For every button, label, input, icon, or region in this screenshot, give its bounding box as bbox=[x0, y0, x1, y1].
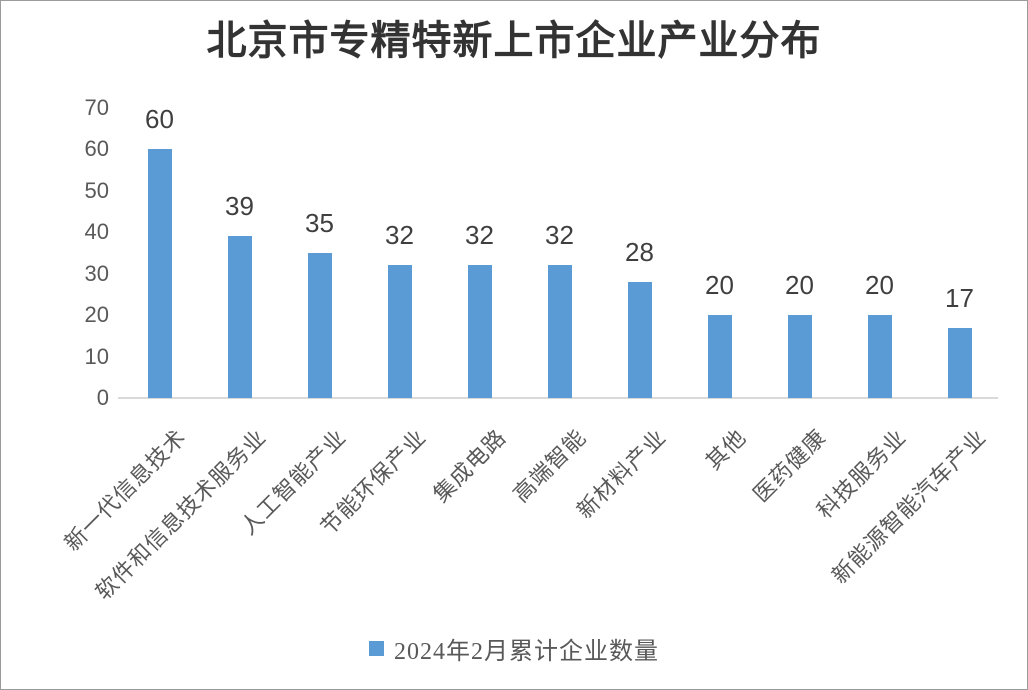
bar-value-label: 39 bbox=[225, 191, 254, 222]
legend-color-swatch-icon bbox=[369, 641, 384, 656]
bar-value-label: 32 bbox=[385, 220, 414, 251]
bar bbox=[387, 265, 412, 398]
bar-value-label: 28 bbox=[625, 237, 654, 267]
bar-value-label: 20 bbox=[865, 270, 894, 301]
y-tick-label: 40 bbox=[84, 219, 109, 245]
bar bbox=[787, 315, 812, 398]
x-category-label: 新能源智能汽车产业 bbox=[827, 424, 992, 589]
x-category-label: 高端智能 bbox=[508, 424, 592, 508]
legend-label: 2024年2月累计企业数量 bbox=[394, 639, 659, 665]
bar bbox=[147, 149, 172, 398]
bar bbox=[467, 265, 492, 398]
chart-title: 北京市专精特新上市企业产业分布 bbox=[206, 18, 822, 63]
bar bbox=[707, 315, 732, 398]
bar bbox=[547, 265, 572, 398]
y-tick-label: 50 bbox=[84, 177, 109, 203]
bar-value-label: 35 bbox=[305, 208, 334, 238]
x-category-label: 其他 bbox=[701, 424, 752, 475]
y-tick-label: 60 bbox=[84, 136, 109, 162]
bar bbox=[867, 315, 892, 398]
bar bbox=[627, 282, 652, 398]
y-tick-label: 20 bbox=[84, 302, 109, 328]
bar-value-label: 17 bbox=[945, 282, 974, 313]
bar-value-label: 32 bbox=[545, 220, 574, 251]
y-tick-label: 0 bbox=[96, 385, 109, 410]
bar-value-label: 32 bbox=[465, 220, 494, 251]
bar bbox=[227, 236, 252, 398]
y-tick-label: 10 bbox=[84, 343, 109, 369]
legend: 2024年2月累计企业数量 bbox=[1, 631, 1027, 666]
bar bbox=[307, 253, 332, 398]
bar-value-label: 20 bbox=[705, 270, 734, 301]
x-axis-line bbox=[118, 397, 998, 399]
bar bbox=[947, 327, 972, 398]
x-category-label: 集成电路 bbox=[428, 424, 512, 508]
y-tick-label: 70 bbox=[84, 95, 109, 120]
x-category-label: 医药健康 bbox=[748, 424, 832, 508]
y-tick-label: 30 bbox=[84, 260, 109, 286]
bar-value-label: 60 bbox=[145, 104, 174, 135]
bar-value-label: 20 bbox=[785, 270, 814, 301]
